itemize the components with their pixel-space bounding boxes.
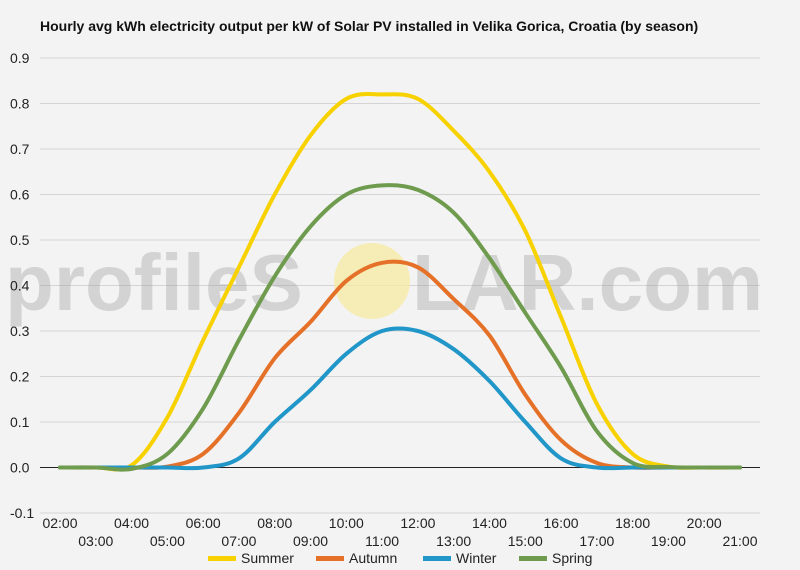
y-tick-label: 0.4 [10, 278, 30, 294]
gridlines [40, 57, 760, 514]
x-tick-label: 11:00 [365, 533, 399, 549]
series-line-winter [58, 326, 742, 471]
y-tick-label: -0.1 [10, 505, 34, 521]
y-tick-label: 0.5 [10, 232, 30, 248]
x-tick-label: 14:00 [472, 515, 507, 531]
x-tick-label: 07:00 [221, 533, 256, 549]
x-tick-label: 20:00 [687, 515, 722, 531]
x-tick-label: 08:00 [257, 515, 292, 531]
legend-swatch [423, 556, 451, 561]
x-tick-label: 09:00 [293, 533, 328, 549]
y-tick-label: 0.0 [10, 460, 30, 476]
watermark-text-left: profileS [5, 238, 303, 327]
x-axis-ticks: 02:00 04:00 06:00 08:00 10:00 12:00 14:00 16:00… [42, 515, 757, 549]
x-tick-label: 03:00 [78, 533, 113, 549]
y-tick-label: 0.6 [10, 187, 30, 203]
x-tick-label: 16:00 [544, 515, 579, 531]
chart-title: Hourly avg kWh electricity output per kW… [40, 18, 699, 34]
y-tick-label: 0.3 [10, 323, 30, 339]
watermark: profileS LAR.com [5, 238, 763, 327]
series-line-spring [58, 183, 742, 472]
x-tick-label: 13:00 [436, 533, 471, 549]
x-tick-label: 18:00 [615, 515, 650, 531]
x-tick-label: 19:00 [651, 533, 686, 549]
series-lines [58, 92, 742, 472]
y-tick-label: 0.8 [10, 96, 30, 112]
x-tick-label: 15:00 [508, 533, 543, 549]
x-tick-label: 02:00 [42, 515, 77, 531]
y-tick-label: 0.9 [10, 50, 30, 66]
legend-label: Winter [456, 550, 497, 566]
legend-label: Summer [241, 550, 294, 566]
x-tick-label: 04:00 [114, 515, 149, 531]
x-tick-label: 17:00 [579, 533, 614, 549]
x-tick-label: 21:00 [722, 533, 757, 549]
legend-swatch [519, 556, 547, 561]
watermark-text-right: LAR.com [412, 238, 763, 327]
legend-swatch [316, 556, 344, 561]
y-tick-label: 0.2 [10, 369, 30, 385]
x-tick-label: 10:00 [329, 515, 364, 531]
y-tick-label: 0.7 [10, 141, 30, 157]
legend-label: Spring [552, 550, 592, 566]
series-line-summer [58, 92, 742, 472]
x-tick-label: 12:00 [400, 515, 435, 531]
x-tick-label: 06:00 [186, 515, 221, 531]
legend-label: Autumn [349, 550, 397, 566]
legend: Summer Autumn Winter Spring [208, 550, 592, 566]
x-tick-label: 05:00 [150, 533, 185, 549]
y-axis-ticks: -0.1 0.0 0.1 0.2 0.3 0.4 0.5 0.6 0.7 0.8 0.9 [10, 50, 34, 521]
legend-swatch [208, 556, 236, 561]
y-tick-label: 0.1 [10, 414, 30, 430]
